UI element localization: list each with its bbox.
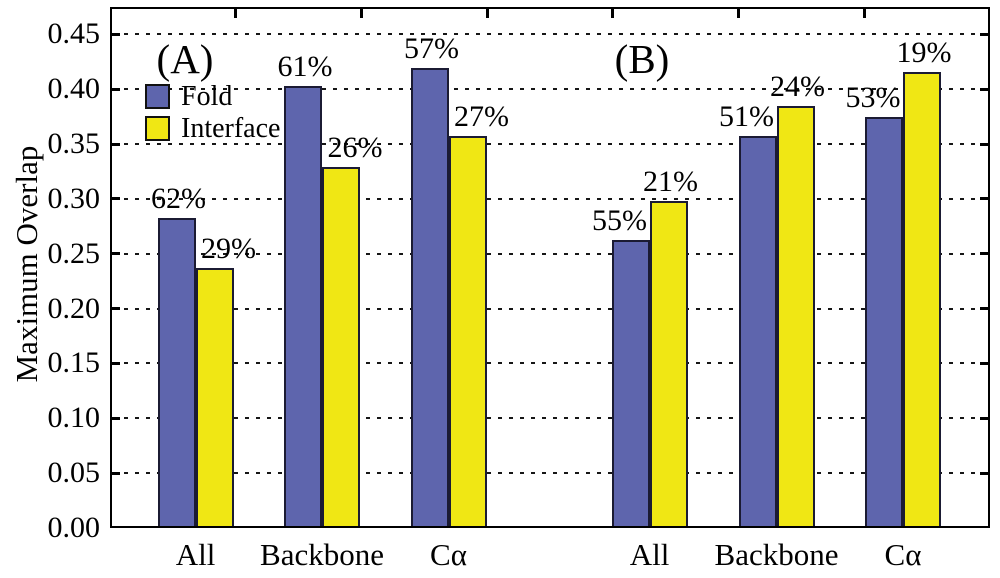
y-axis-tick-left bbox=[110, 416, 120, 420]
bar-value-label: 27% bbox=[454, 100, 509, 134]
x-axis-tick-top bbox=[485, 7, 489, 18]
category-label: All bbox=[175, 537, 216, 572]
y-axis-tick-right bbox=[980, 361, 990, 365]
gridline bbox=[113, 417, 987, 420]
y-axis-tick-right bbox=[980, 307, 990, 311]
fold-bar bbox=[865, 116, 903, 528]
y-axis-tick-left bbox=[110, 307, 120, 311]
y-axis-tick-left bbox=[110, 361, 120, 365]
gridline bbox=[113, 88, 987, 91]
y-axis-tick-right bbox=[980, 197, 990, 201]
plot-area: 62% 29% 61% 26% 57% 27% 55% 21% 51% 24% 53% 19% (A)… bbox=[110, 7, 990, 528]
y-tick-label: 0.30 bbox=[47, 181, 101, 215]
legend-entry-fold: Fold bbox=[145, 80, 280, 112]
gridline bbox=[113, 197, 987, 200]
y-axis-tick-right bbox=[980, 416, 990, 420]
bar-value-label: 53% bbox=[845, 80, 901, 114]
y-tick-label: 0.15 bbox=[47, 346, 101, 380]
gridline bbox=[113, 252, 987, 255]
gridline bbox=[113, 472, 987, 475]
category-label: All bbox=[629, 537, 670, 572]
y-axis-tick-left bbox=[110, 471, 120, 475]
bar-value-label: 26% bbox=[327, 131, 383, 165]
y-tick-label: 0.20 bbox=[47, 291, 101, 325]
legend: Fold Interface bbox=[145, 80, 281, 144]
y-axis-tick-left bbox=[110, 87, 120, 91]
bar-value-label: 19% bbox=[896, 35, 952, 69]
bar-value-label: 61% bbox=[277, 49, 333, 83]
gridline bbox=[113, 362, 987, 365]
bar-value-label: 29% bbox=[201, 232, 256, 266]
panel-b-label: (B) bbox=[614, 36, 670, 82]
fold-color-swatch bbox=[145, 84, 170, 109]
y-tick-label: 0.35 bbox=[47, 127, 101, 161]
interface-bar bbox=[195, 268, 234, 528]
x-axis-tick-top bbox=[862, 7, 866, 18]
bar-value-label: 57% bbox=[404, 32, 459, 66]
y-tick-label: 0.45 bbox=[47, 17, 101, 51]
y-axis-tick-right bbox=[980, 32, 990, 36]
bar-value-label: 55% bbox=[592, 203, 647, 237]
category-label: Backbone bbox=[260, 537, 384, 572]
fold-bar bbox=[410, 68, 449, 528]
y-axis-tick-left bbox=[110, 252, 120, 256]
bar-value-label: 51% bbox=[719, 100, 774, 134]
x-axis-tick-top bbox=[234, 7, 238, 18]
y-axis-tick-left bbox=[110, 32, 120, 36]
fold-bar bbox=[157, 217, 196, 528]
y-axis-tick-right bbox=[980, 87, 990, 91]
fold-bar bbox=[611, 239, 650, 528]
fold-bar bbox=[738, 136, 777, 528]
panel-a-label: (A) bbox=[156, 36, 214, 82]
legend-label-interface: Interface bbox=[181, 112, 281, 144]
y-tick-label: 0.05 bbox=[47, 456, 101, 490]
interface-bar bbox=[649, 201, 688, 528]
category-label: Cα bbox=[430, 537, 467, 572]
category-label: Cα bbox=[884, 537, 922, 572]
bar-value-label: 24% bbox=[770, 69, 825, 103]
fold-bar bbox=[284, 85, 322, 528]
y-tick-label: 0.10 bbox=[47, 401, 101, 435]
gridline bbox=[113, 307, 987, 310]
interface-bar bbox=[776, 105, 815, 528]
y-tick-label: 0.40 bbox=[47, 72, 101, 106]
plot-frame bbox=[110, 7, 990, 528]
y-tick-label: 0.00 bbox=[47, 511, 101, 544]
y-axis-tick-right bbox=[980, 252, 990, 256]
x-axis-tick-top bbox=[611, 7, 615, 18]
interface-color-swatch bbox=[145, 116, 170, 141]
y-axis-tick-left bbox=[110, 142, 120, 146]
gridline bbox=[113, 33, 987, 36]
y-axis-tick-left bbox=[110, 197, 120, 201]
bar-value-label: 62% bbox=[151, 181, 206, 215]
y-axis-tick-right bbox=[980, 142, 990, 146]
gridline bbox=[113, 143, 987, 146]
x-axis-tick-top bbox=[359, 7, 363, 18]
y-axis-tick-right bbox=[980, 471, 990, 475]
legend-entry-interface: Interface bbox=[145, 112, 281, 144]
legend-label-fold: Fold bbox=[181, 80, 233, 112]
bar-value-label: 21% bbox=[643, 165, 698, 199]
interface-bar bbox=[448, 136, 487, 528]
y-tick-label: 0.25 bbox=[47, 236, 101, 270]
x-axis-tick-top bbox=[737, 7, 740, 18]
category-label: Backbone bbox=[714, 537, 839, 572]
